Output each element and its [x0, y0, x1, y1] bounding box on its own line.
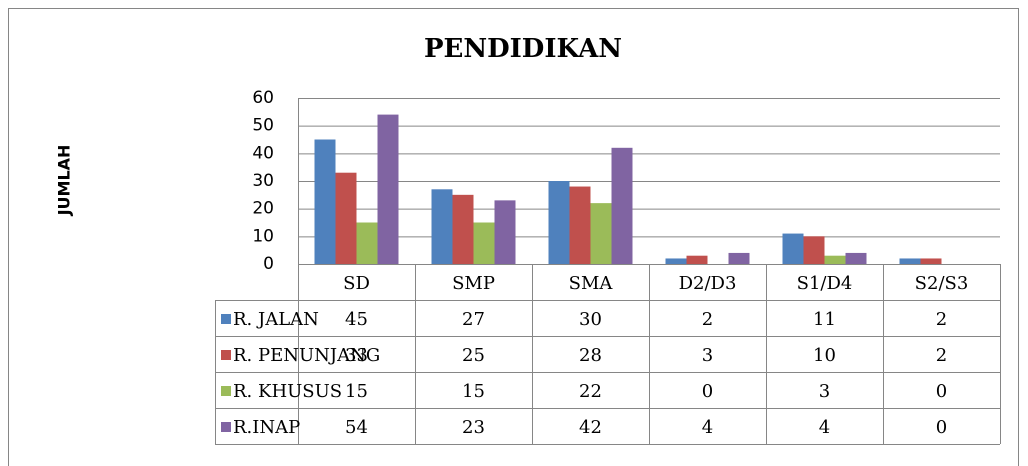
x-tick-label: S2/S3: [915, 273, 969, 294]
y-tick-label: 10: [252, 226, 274, 246]
legend-key: [221, 422, 231, 432]
table-value: 3: [819, 381, 830, 402]
table-value: 33: [345, 345, 368, 366]
y-tick-label: 30: [252, 171, 274, 191]
bar: [548, 181, 570, 264]
table-value: 0: [936, 417, 947, 438]
bar: [845, 252, 867, 264]
bar: [803, 236, 825, 264]
bar: [335, 172, 357, 264]
bar: [728, 252, 750, 264]
bar: [824, 255, 846, 264]
legend-key: [221, 350, 231, 360]
bar: [899, 258, 921, 264]
y-tick-label: 0: [263, 254, 274, 274]
bar: [494, 200, 516, 264]
bar: [665, 258, 687, 264]
bar: [590, 203, 612, 264]
table-value: 45: [345, 309, 368, 330]
table-value: 11: [813, 309, 836, 330]
table-value: 30: [579, 309, 602, 330]
table-value: 10: [813, 345, 836, 366]
table-value: 2: [936, 345, 947, 366]
bar: [431, 189, 453, 264]
table-value: 25: [462, 345, 485, 366]
table-value: 4: [819, 417, 830, 438]
table-value: 0: [702, 381, 713, 402]
bar: [356, 222, 378, 264]
bar: [782, 233, 804, 264]
x-tick-label: SD: [343, 273, 370, 294]
table-value: 3: [702, 345, 713, 366]
x-tick-label: S1/D4: [797, 273, 853, 294]
chart-title: PENDIDIKAN: [424, 34, 622, 64]
bar: [314, 139, 336, 264]
legend-label: R. KHUSUS: [233, 381, 342, 402]
table-value: 22: [579, 381, 602, 402]
x-tick-label: SMP: [452, 273, 495, 294]
table-value: 2: [702, 309, 713, 330]
y-tick-label: 50: [252, 116, 274, 136]
legend-label: R. JALAN: [233, 309, 319, 330]
x-tick-label: D2/D3: [679, 273, 737, 294]
bar: [473, 222, 495, 264]
y-axis-label: JUMLAH: [55, 145, 74, 217]
y-tick-label: 20: [252, 199, 274, 219]
table-value: 27: [462, 309, 485, 330]
table-value: 23: [462, 417, 485, 438]
table-value: 15: [345, 381, 368, 402]
legend-label: R.INAP: [233, 417, 300, 438]
bar: [920, 258, 942, 264]
bar: [686, 255, 708, 264]
table-value: 0: [936, 381, 947, 402]
bar: [452, 194, 474, 264]
table-value: 28: [579, 345, 602, 366]
bar: [569, 186, 591, 264]
table-value: 42: [579, 417, 602, 438]
table-value: 4: [702, 417, 713, 438]
y-tick-label: 40: [252, 143, 274, 163]
bar: [377, 114, 399, 264]
bar: [611, 147, 633, 264]
legend-key: [221, 386, 231, 396]
legend-label: R. PENUNJANG: [233, 345, 380, 366]
y-tick-label: 60: [252, 88, 274, 108]
table-value: 54: [345, 417, 368, 438]
x-tick-label: SMA: [569, 273, 614, 294]
table-value: 2: [936, 309, 947, 330]
legend-key: [221, 314, 231, 324]
table-value: 15: [462, 381, 485, 402]
